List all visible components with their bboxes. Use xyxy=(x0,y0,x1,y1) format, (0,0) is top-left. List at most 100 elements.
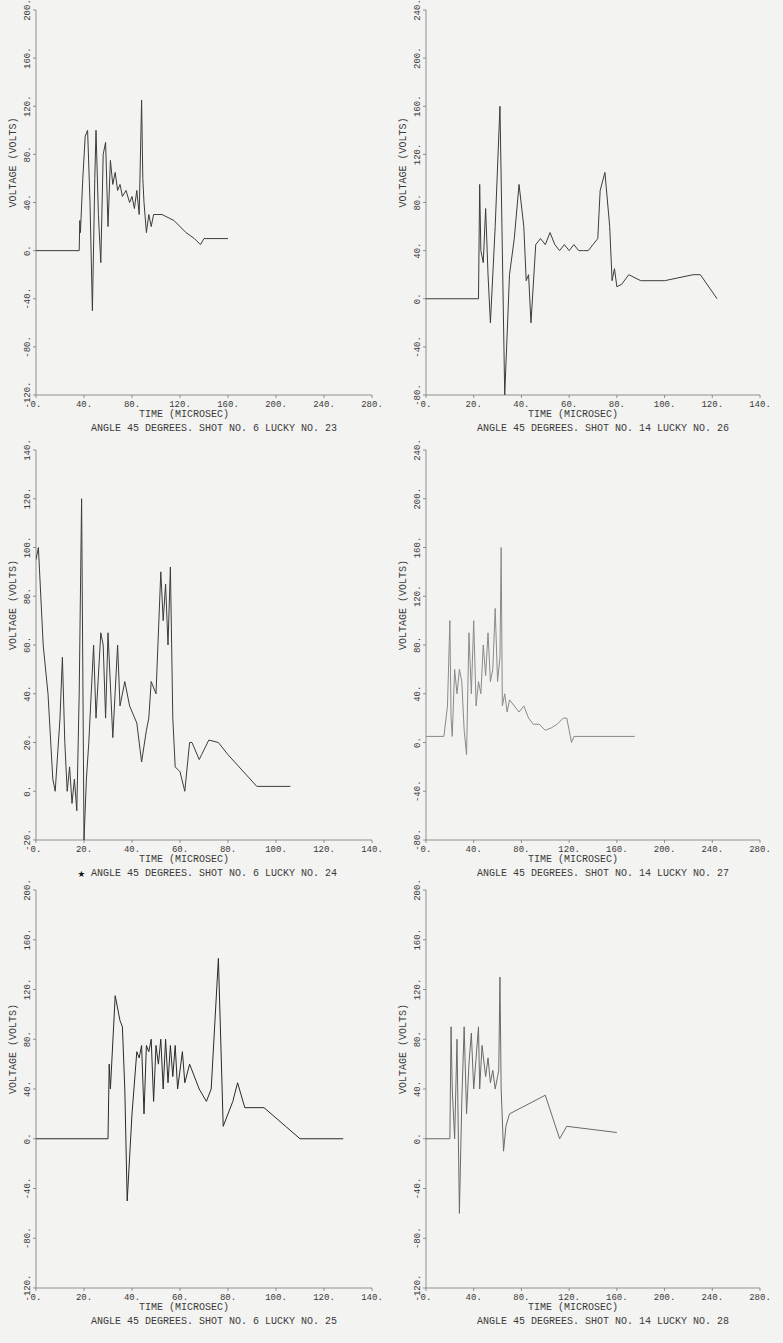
y-tick xyxy=(423,450,426,451)
y-tick xyxy=(33,298,36,299)
y-tick xyxy=(33,106,36,107)
x-tick-label: 140. xyxy=(361,845,383,855)
x-tick-label: 100. xyxy=(654,400,676,410)
x-tick xyxy=(84,1288,85,1291)
y-tick xyxy=(423,989,426,990)
y-tick-label: 40. xyxy=(23,686,33,702)
x-tick-label: 20. xyxy=(76,1293,92,1303)
y-tick-label: 120. xyxy=(413,144,423,166)
y-tick-label: 0. xyxy=(413,737,423,748)
y-tick-label: -80. xyxy=(413,384,423,406)
y-tick-label: -120. xyxy=(23,381,33,408)
x-tick xyxy=(426,840,427,843)
caption: ANGLE 45 DEGREES. SHOT NO. 14 LUCKY NO. … xyxy=(477,423,729,434)
plot-area xyxy=(426,977,617,1213)
y-tick-label: 0. xyxy=(23,1133,33,1144)
x-axis xyxy=(36,395,372,396)
y-tick-label: 140. xyxy=(23,439,33,461)
voltage-trace xyxy=(426,106,717,395)
voltage-trace xyxy=(36,499,290,840)
x-tick xyxy=(712,840,713,843)
plot-area xyxy=(36,958,343,1201)
x-tick xyxy=(180,395,181,398)
x-axis xyxy=(426,840,760,841)
y-tick-label: 200. xyxy=(413,488,423,510)
y-tick xyxy=(33,939,36,940)
x-tick xyxy=(664,840,665,843)
x-tick-label: 40. xyxy=(76,400,92,410)
x-tick-label: 40. xyxy=(124,845,140,855)
x-tick xyxy=(228,840,229,843)
y-tick-label: 80. xyxy=(413,1031,423,1047)
y-tick xyxy=(33,498,36,499)
x-tick xyxy=(324,840,325,843)
y-tick xyxy=(33,1138,36,1139)
y-tick xyxy=(423,890,426,891)
y-tick xyxy=(33,154,36,155)
y-axis-title: VOLTAGE (VOLTS) xyxy=(398,117,409,207)
x-axis-title: TIME (MICROSEC) xyxy=(528,854,618,865)
y-tick xyxy=(33,395,36,396)
x-tick xyxy=(760,395,761,398)
x-tick xyxy=(132,395,133,398)
y-tick xyxy=(33,58,36,59)
x-tick-label: 80. xyxy=(124,400,140,410)
x-tick xyxy=(36,1288,37,1291)
y-tick xyxy=(423,1039,426,1040)
x-tick xyxy=(276,395,277,398)
x-tick xyxy=(132,1288,133,1291)
x-axis-title: TIME (MICROSEC) xyxy=(528,409,618,420)
voltage-trace xyxy=(426,977,617,1213)
x-axis-title: TIME (MICROSEC) xyxy=(139,854,229,865)
x-tick xyxy=(569,395,570,398)
panel: 0.20.40.60.80.100.120.140.-20.0.20.40.60… xyxy=(8,439,383,881)
x-tick xyxy=(473,395,474,398)
x-tick-label: 240. xyxy=(701,1293,723,1303)
y-tick-label: 160. xyxy=(413,929,423,951)
x-tick-label: 200. xyxy=(654,1293,676,1303)
y-tick-label: 160. xyxy=(413,537,423,559)
y-tick xyxy=(33,10,36,11)
caption: ANGLE 45 DEGREES. SHOT NO. 14 LUCKY NO. … xyxy=(477,868,729,879)
x-tick xyxy=(760,840,761,843)
y-tick xyxy=(423,395,426,396)
x-tick xyxy=(521,840,522,843)
x-tick xyxy=(569,840,570,843)
x-tick xyxy=(616,840,617,843)
y-tick-label: 120. xyxy=(413,585,423,607)
x-tick xyxy=(180,1288,181,1291)
y-tick xyxy=(423,58,426,59)
y-tick-label: 200. xyxy=(413,879,423,901)
y-tick xyxy=(33,742,36,743)
x-tick xyxy=(372,395,373,398)
x-tick-label: 120. xyxy=(313,1293,335,1303)
y-tick xyxy=(33,1039,36,1040)
y-tick-label: 200. xyxy=(23,0,33,21)
plot-area xyxy=(36,499,290,840)
y-tick xyxy=(423,498,426,499)
y-tick xyxy=(423,596,426,597)
y-tick xyxy=(33,989,36,990)
x-tick-label: 40. xyxy=(466,1293,482,1303)
x-axis xyxy=(426,395,760,396)
y-axis-title: VOLTAGE (VOLTS) xyxy=(8,560,19,650)
y-tick xyxy=(423,10,426,11)
y-tick xyxy=(423,1089,426,1090)
x-axis xyxy=(36,1288,372,1289)
y-tick xyxy=(33,1288,36,1289)
y-tick xyxy=(423,298,426,299)
x-tick xyxy=(36,840,37,843)
y-tick-label: 0. xyxy=(23,786,33,797)
y-tick xyxy=(423,1238,426,1239)
y-tick-label: 160. xyxy=(413,95,423,117)
x-tick-label: 40. xyxy=(466,845,482,855)
y-tick-label: -40. xyxy=(413,1178,423,1200)
y-tick xyxy=(423,939,426,940)
voltage-trace xyxy=(36,958,343,1201)
x-tick xyxy=(84,840,85,843)
x-tick xyxy=(712,1288,713,1291)
x-tick-label: 280. xyxy=(749,1293,771,1303)
y-tick-label: 120. xyxy=(23,979,33,1001)
y-tick-label: 0. xyxy=(413,293,423,304)
y-tick xyxy=(33,693,36,694)
